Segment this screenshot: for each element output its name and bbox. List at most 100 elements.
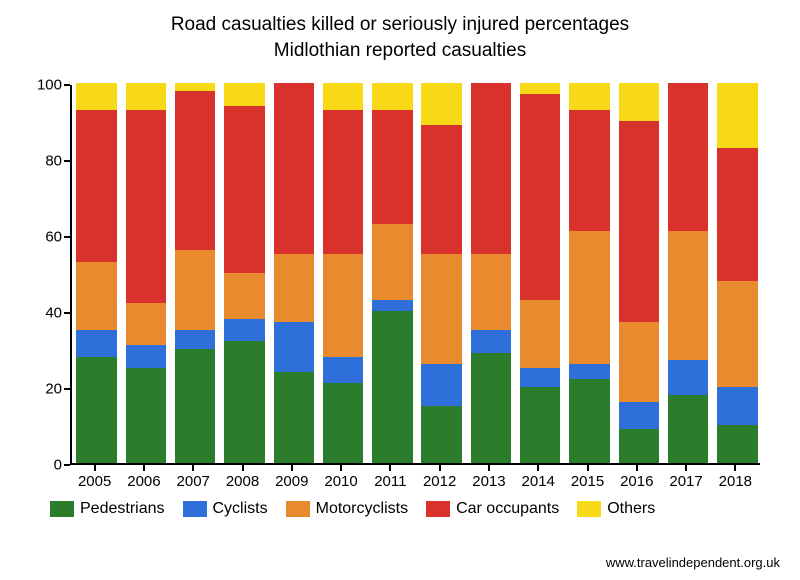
bar-segment-pedestrians (126, 368, 166, 463)
bar-segment-pedestrians (372, 311, 412, 463)
bar-segment-others (175, 83, 215, 91)
bar-segment-motorcyclists (569, 231, 609, 364)
legend-label: Car occupants (456, 500, 559, 518)
x-tick-label: 2018 (719, 473, 752, 490)
x-tick-mark (537, 465, 539, 471)
bar-segment-pedestrians (569, 379, 609, 463)
bar-segment-motorcyclists (175, 250, 215, 330)
bar-segment-motorcyclists (224, 273, 264, 319)
bar-segment-motorcyclists (421, 254, 461, 364)
legend-swatch (426, 501, 450, 517)
x-tick-mark (685, 465, 687, 471)
legend-label: Pedestrians (80, 500, 165, 518)
legend-item-pedestrians: Pedestrians (50, 500, 165, 518)
x-tick-mark (242, 465, 244, 471)
x-tick-mark (143, 465, 145, 471)
x-tick-mark (734, 465, 736, 471)
x-tick-mark (192, 465, 194, 471)
bar-segment-car-occupants (668, 83, 708, 231)
bar-segment-motorcyclists (372, 224, 412, 300)
bar-segment-pedestrians (175, 349, 215, 463)
title-line-2: Midlothian reported casualties (274, 40, 526, 61)
chart-container: Road casualties killed or seriously inju… (0, 0, 800, 580)
bar-segment-motorcyclists (76, 262, 116, 330)
y-tick-label: 100 (37, 77, 62, 94)
bar-segment-car-occupants (274, 83, 314, 254)
legend-swatch (286, 501, 310, 517)
x-tick-mark (636, 465, 638, 471)
bar-segment-car-occupants (471, 83, 511, 254)
bar-segment-car-occupants (126, 110, 166, 304)
bar-segment-motorcyclists (619, 322, 659, 402)
bar-segment-others (619, 83, 659, 121)
bar-segment-pedestrians (76, 357, 116, 463)
bar-segment-cyclists (421, 364, 461, 406)
legend-label: Motorcyclists (316, 500, 408, 518)
bar-group (76, 85, 116, 463)
bar-segment-cyclists (471, 330, 511, 353)
bar-segment-others (224, 83, 264, 106)
bar-segment-cyclists (717, 387, 757, 425)
bar-segment-car-occupants (76, 110, 116, 262)
bar-group (520, 85, 560, 463)
x-tick-label: 2017 (669, 473, 702, 490)
bar-segment-cyclists (76, 330, 116, 357)
bar-segment-car-occupants (520, 94, 560, 299)
legend-item-motorcyclists: Motorcyclists (286, 500, 408, 518)
bar-segment-motorcyclists (717, 281, 757, 387)
bar-segment-car-occupants (224, 106, 264, 273)
y-tick-label: 0 (54, 457, 62, 474)
bar-segment-pedestrians (668, 395, 708, 463)
x-tick-mark (488, 465, 490, 471)
bar-segment-pedestrians (274, 372, 314, 463)
bars-layer (72, 85, 760, 463)
bar-segment-others (126, 83, 166, 110)
bar-segment-car-occupants (175, 91, 215, 251)
source-link[interactable]: www.travelindependent.org.uk (606, 555, 780, 570)
bar-segment-cyclists (126, 345, 166, 368)
x-tick-label: 2007 (177, 473, 210, 490)
chart-title: Road casualties killed or seriously inju… (0, 0, 800, 63)
bar-segment-car-occupants (569, 110, 609, 232)
bar-segment-pedestrians (520, 387, 560, 463)
legend-label: Others (607, 500, 655, 518)
x-axis: 2005200620072008200920102011201220132014… (70, 465, 760, 495)
bar-segment-pedestrians (224, 341, 264, 463)
x-tick-mark (94, 465, 96, 471)
bar-segment-pedestrians (619, 429, 659, 463)
bar-segment-others (421, 83, 461, 125)
x-tick-mark (291, 465, 293, 471)
bar-group (126, 85, 166, 463)
x-tick-label: 2009 (275, 473, 308, 490)
bar-segment-cyclists (323, 357, 363, 384)
bar-group (175, 85, 215, 463)
bar-segment-motorcyclists (471, 254, 511, 330)
bar-group (274, 85, 314, 463)
bar-segment-cyclists (224, 319, 264, 342)
bar-segment-car-occupants (323, 110, 363, 254)
y-tick-label: 20 (45, 381, 62, 398)
bar-segment-cyclists (619, 402, 659, 429)
legend-item-car-occupants: Car occupants (426, 500, 559, 518)
bar-segment-others (323, 83, 363, 110)
legend: Pedestrians Cyclists Motorcyclists Car occu… (50, 500, 760, 518)
x-tick-label: 2016 (620, 473, 653, 490)
bar-group (372, 85, 412, 463)
bar-segment-pedestrians (421, 406, 461, 463)
bar-segment-motorcyclists (323, 254, 363, 357)
legend-item-cyclists: Cyclists (183, 500, 268, 518)
legend-swatch (50, 501, 74, 517)
x-tick-label: 2010 (324, 473, 357, 490)
bar-group (471, 85, 511, 463)
x-tick-mark (587, 465, 589, 471)
bar-segment-cyclists (274, 322, 314, 371)
bar-segment-cyclists (668, 360, 708, 394)
bar-group (224, 85, 264, 463)
bar-group (619, 85, 659, 463)
legend-label: Cyclists (213, 500, 268, 518)
x-tick-label: 2014 (522, 473, 555, 490)
bar-segment-car-occupants (372, 110, 412, 224)
bar-segment-pedestrians (471, 353, 511, 463)
bar-segment-others (569, 83, 609, 110)
legend-swatch (577, 501, 601, 517)
